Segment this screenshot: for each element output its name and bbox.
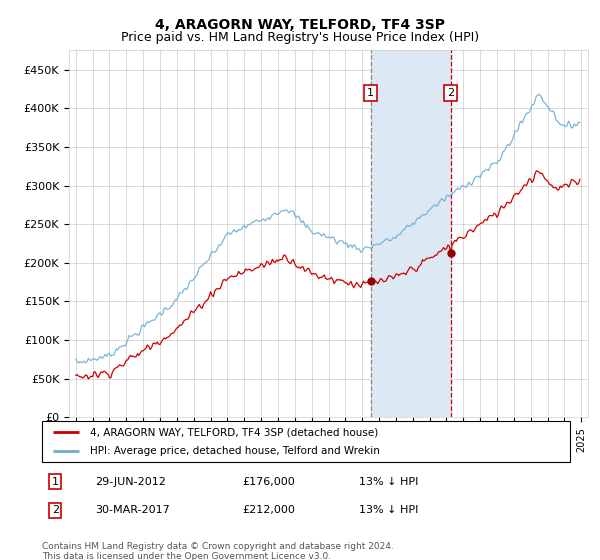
Text: HPI: Average price, detached house, Telford and Wrekin: HPI: Average price, detached house, Telf… (89, 446, 379, 456)
Text: 30-MAR-2017: 30-MAR-2017 (95, 505, 170, 515)
Text: 13% ↓ HPI: 13% ↓ HPI (359, 477, 418, 487)
Text: £212,000: £212,000 (242, 505, 296, 515)
Text: 1: 1 (367, 88, 374, 98)
Text: 2: 2 (447, 88, 454, 98)
Text: 29-JUN-2012: 29-JUN-2012 (95, 477, 166, 487)
Text: Contains HM Land Registry data © Crown copyright and database right 2024.
This d: Contains HM Land Registry data © Crown c… (42, 542, 394, 560)
Text: 2: 2 (52, 505, 59, 515)
Text: Price paid vs. HM Land Registry's House Price Index (HPI): Price paid vs. HM Land Registry's House … (121, 31, 479, 44)
Text: 4, ARAGORN WAY, TELFORD, TF4 3SP (detached house): 4, ARAGORN WAY, TELFORD, TF4 3SP (detach… (89, 427, 378, 437)
Bar (371, 50, 451, 417)
Text: 13% ↓ HPI: 13% ↓ HPI (359, 505, 418, 515)
Text: £176,000: £176,000 (242, 477, 295, 487)
Text: 4, ARAGORN WAY, TELFORD, TF4 3SP: 4, ARAGORN WAY, TELFORD, TF4 3SP (155, 18, 445, 32)
Text: 1: 1 (52, 477, 59, 487)
